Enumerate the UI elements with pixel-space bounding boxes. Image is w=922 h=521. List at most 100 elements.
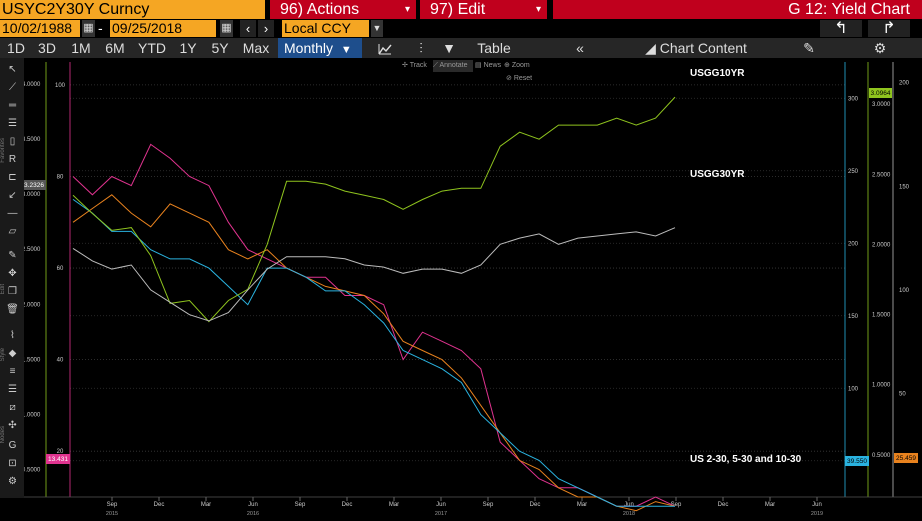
- caret-down-icon[interactable]: ▼: [371, 20, 383, 37]
- tab-period[interactable]: 1Y: [179, 40, 197, 56]
- width-icon[interactable]: ☰: [8, 384, 17, 395]
- settings-icon[interactable]: ⚙: [8, 476, 17, 487]
- frequency-label: Monthly: [284, 40, 334, 56]
- fill-icon[interactable]: ◆: [8, 348, 17, 359]
- gear-icon[interactable]: ⚙: [873, 40, 887, 56]
- node-tool-icon[interactable]: ⊡: [8, 458, 17, 469]
- right3-tick-label: 200: [899, 81, 910, 87]
- last-value-gray-bg: [22, 180, 46, 190]
- chart-content-label: Chart Content: [659, 40, 747, 56]
- mini-annotate[interactable]: ⟋ Annotate: [433, 60, 473, 72]
- x-tick-label: Dec: [154, 502, 165, 508]
- x-tick-label: Mar: [577, 502, 587, 508]
- far-left-tick-label: 1.5000: [22, 357, 41, 363]
- redo-arrow-icon[interactable]: ↱: [868, 20, 910, 37]
- line-style-icon[interactable]: ≡: [9, 366, 16, 377]
- tab-period[interactable]: 1D: [7, 40, 25, 56]
- chevron-left-icon[interactable]: ‹: [240, 20, 256, 37]
- bracket-tool-icon[interactable]: ⊏: [8, 172, 17, 183]
- magnet-icon[interactable]: G: [8, 440, 17, 451]
- brush-icon[interactable]: ⌇: [10, 330, 15, 341]
- right1-tick-label: 250: [848, 169, 859, 175]
- x-year-label: 2015: [106, 511, 118, 517]
- far-left-tick-label: 2.5000: [22, 247, 41, 253]
- ticker-field[interactable]: USYC2Y30Y Curncy: [0, 0, 265, 19]
- mini-reset[interactable]: ⊘ Reset: [506, 75, 533, 82]
- x-tick-label: Mar: [765, 502, 775, 508]
- tab-period[interactable]: 1M: [71, 40, 91, 56]
- arrow-tool-icon[interactable]: ↙: [8, 190, 17, 201]
- annotation-usgg30yr: USGG30YR: [690, 169, 745, 180]
- right3-tick-label: 150: [899, 184, 910, 190]
- calendar-icon[interactable]: ▦: [220, 20, 233, 37]
- undo-arrow-icon[interactable]: ↰: [820, 20, 862, 37]
- right2-tick-label: 2.0000: [872, 242, 891, 248]
- caret-down-icon: ▾: [535, 4, 541, 15]
- left-tick-label: 20: [57, 449, 64, 455]
- far-left-tick-label: 3.0000: [22, 192, 41, 198]
- candlestick-icon[interactable]: ⫶: [419, 40, 423, 56]
- far-left-tick-label: 4.0000: [22, 82, 41, 88]
- edit-menu[interactable]: 97) Edit ▾: [420, 0, 547, 19]
- tab-period[interactable]: 5Y: [211, 40, 229, 56]
- currency-select[interactable]: Local CCY: [282, 20, 369, 37]
- shape-tool-icon[interactable]: ▱: [8, 226, 17, 237]
- frequency-select[interactable]: Monthly ▼: [278, 38, 362, 58]
- x-tick-label: Mar: [389, 502, 399, 508]
- series-line-10-30: [72, 198, 675, 507]
- pencil-icon[interactable]: ✎: [803, 40, 815, 56]
- annotation-spreads: US 2-30, 5-30 and 10-30: [690, 454, 802, 465]
- mini-track[interactable]: ✢ Track: [402, 62, 427, 69]
- x-tick-label: Dec: [342, 502, 353, 508]
- hline-tool-icon[interactable]: ═: [8, 100, 17, 111]
- tab-period[interactable]: YTD: [138, 40, 166, 56]
- rect-tool-icon[interactable]: ▯: [9, 136, 16, 147]
- mini-zoom[interactable]: ⊕ Zoom: [504, 62, 530, 69]
- node-icon[interactable]: ✣: [8, 420, 17, 431]
- caret-down-icon[interactable]: ▼: [442, 40, 456, 56]
- chevron-right-icon[interactable]: ›: [258, 20, 274, 37]
- chart-icon: ◢: [645, 40, 656, 56]
- drawing-toolbar: Favorites Edit Style Nodes: [0, 58, 24, 498]
- date-separator: -: [98, 20, 103, 36]
- collapse-button[interactable]: «: [576, 40, 584, 56]
- mini-news-label: News: [483, 62, 502, 69]
- left-tick-label: 100: [55, 83, 66, 89]
- x-tick-label: Dec: [530, 502, 541, 508]
- trash-icon[interactable]: 🗑: [6, 304, 19, 315]
- right2-tick-label: 3.0000: [872, 102, 891, 108]
- right2-tick-label: 1.0000: [872, 383, 891, 389]
- tab-period[interactable]: 6M: [105, 40, 125, 56]
- chart-area: [0, 58, 922, 521]
- table-button[interactable]: Table: [477, 40, 511, 56]
- tab-period[interactable]: 3D: [38, 40, 56, 56]
- caret-down-icon: ▾: [404, 4, 410, 15]
- cursor-icon[interactable]: ↖: [8, 64, 17, 75]
- series-line-5-30: [72, 194, 676, 512]
- copy-icon[interactable]: ❐: [8, 286, 17, 297]
- hline-short-icon[interactable]: —: [7, 208, 18, 219]
- tab-period[interactable]: Max: [242, 40, 270, 56]
- move-icon[interactable]: ✥: [8, 268, 17, 279]
- far-left-tick-label: 1.0000: [22, 412, 41, 418]
- right1-tick-label: 150: [848, 314, 859, 320]
- x-year-label: 2018: [623, 511, 635, 517]
- text-tool-icon[interactable]: R: [8, 154, 17, 165]
- calendar-icon[interactable]: ▦: [82, 20, 95, 37]
- end-date-input[interactable]: 09/25/2018: [110, 20, 216, 37]
- line-tool-icon[interactable]: ⟋: [9, 82, 16, 93]
- line-chart-icon[interactable]: [370, 38, 400, 58]
- actions-menu[interactable]: 96) Actions ▾: [270, 0, 416, 19]
- chart-content-button[interactable]: ◢ Chart Content: [636, 38, 756, 58]
- x-tick-label: Jun: [812, 502, 822, 508]
- last-value-orange: 25.459: [896, 455, 916, 462]
- mini-news[interactable]: ▤ News: [475, 62, 502, 69]
- x-tick-label: Dec: [718, 502, 729, 508]
- right1-tick-label: 100: [848, 386, 859, 392]
- x-tick-label: Jun: [436, 502, 446, 508]
- start-date-input[interactable]: 10/02/1988: [0, 20, 80, 37]
- diagonal-icon[interactable]: ⧄: [9, 402, 16, 413]
- pen-tool-icon[interactable]: ✎: [8, 250, 17, 261]
- fib-tool-icon[interactable]: ☰: [8, 118, 17, 129]
